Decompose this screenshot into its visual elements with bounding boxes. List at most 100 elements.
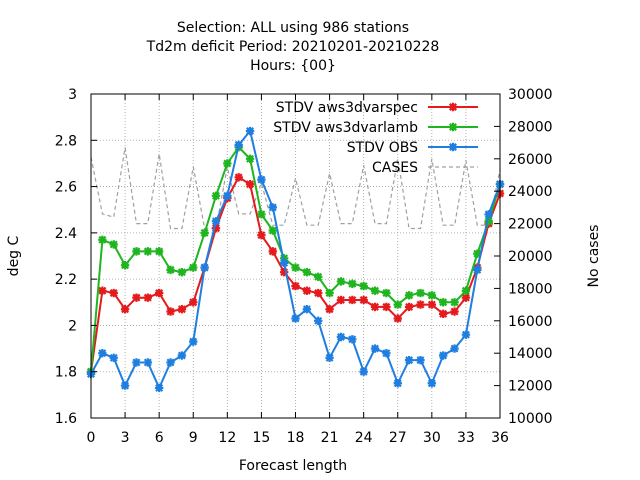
x-tick-label: 12 — [218, 430, 236, 446]
y2-tick-label: 20000 — [508, 249, 553, 265]
data-point — [302, 286, 312, 295]
data-point — [438, 309, 448, 319]
legend-marker — [448, 122, 458, 132]
legend-item: STDV aws3dvarlamb — [273, 120, 478, 136]
series-stdv-aws3dvarlamb — [86, 143, 505, 376]
data-point — [302, 305, 312, 314]
data-point — [166, 358, 175, 367]
title: Selection: ALL using 986 stations Td2m d… — [146, 20, 440, 74]
data-point — [132, 247, 141, 256]
y-axis: 1.6 1.8 2 2.2 2.4 2.6 2.8 3 — [55, 87, 97, 427]
data-point — [336, 295, 346, 305]
data-point — [404, 302, 414, 312]
y-axis-label: deg C — [6, 235, 22, 276]
data-point — [234, 140, 243, 150]
y2-tick-label: 26000 — [508, 152, 553, 168]
data-point — [120, 261, 130, 270]
data-point — [143, 358, 153, 367]
data-point — [416, 355, 425, 365]
series-line — [90, 147, 501, 230]
data-point — [404, 355, 414, 365]
data-point — [370, 286, 380, 295]
x-tick-label: 27 — [389, 430, 407, 446]
data-point — [370, 344, 380, 353]
data-point — [177, 305, 187, 314]
y2-tick-label: 14000 — [508, 346, 553, 362]
data-point — [132, 358, 141, 367]
data-point — [484, 210, 493, 219]
data-point — [325, 305, 334, 314]
x-tick-label: 33 — [457, 430, 475, 446]
y-tick-label: 2.4 — [55, 226, 77, 242]
data-point — [245, 154, 255, 163]
legend-item: CASES — [372, 160, 478, 176]
data-point — [257, 175, 266, 184]
data-point — [336, 332, 346, 342]
data-point — [268, 247, 277, 256]
y-tick-label: 3 — [68, 87, 77, 103]
y-tick-label: 2.8 — [55, 133, 77, 149]
data-point — [450, 298, 459, 307]
y2-tick-label: 24000 — [508, 184, 553, 200]
data-point — [291, 281, 300, 291]
data-point — [359, 295, 368, 305]
data-point — [143, 247, 153, 256]
x-tick-label: 9 — [189, 430, 198, 446]
legend-item: STDV aws3dvarspec — [276, 100, 478, 116]
data-point — [177, 268, 187, 277]
y2-tick-label: 28000 — [508, 119, 553, 135]
data-point — [291, 263, 300, 272]
data-point — [404, 291, 414, 300]
data-point — [302, 268, 312, 277]
y2-axis: 10000 12000 14000 16000 18000 20000 22000 24000… — [494, 87, 553, 427]
data-point — [143, 293, 153, 302]
data-point — [450, 307, 459, 316]
data-point — [484, 217, 493, 226]
data-point — [189, 298, 198, 307]
legend: STDV aws3dvarspec STDV aws3dvarlamb STDV O… — [273, 100, 478, 176]
data-point — [257, 230, 266, 240]
data-point — [427, 291, 437, 300]
data-point — [393, 379, 402, 388]
y2-tick-label: 16000 — [508, 314, 553, 330]
title-line-1: Selection: ALL using 986 stations — [177, 20, 409, 36]
x-tick-label: 3 — [121, 430, 130, 446]
data-point — [223, 159, 232, 168]
data-point — [393, 300, 402, 309]
data-point — [154, 383, 164, 393]
data-point — [461, 330, 471, 339]
data-point — [416, 288, 425, 298]
x-tick-label: 30 — [423, 430, 441, 446]
data-point — [314, 288, 323, 298]
data-point — [98, 235, 107, 244]
data-point — [268, 203, 277, 212]
data-point — [211, 191, 221, 201]
legend-label: CASES — [372, 160, 418, 176]
y2-tick-label: 12000 — [508, 379, 553, 395]
y-tick-label: 2.2 — [55, 272, 77, 288]
data-point — [438, 298, 448, 307]
title-line-2: Td2m deficit Period: 20210201-20210228 — [146, 39, 440, 55]
x-tick-label: 24 — [355, 430, 373, 446]
x-tick-label: 15 — [253, 430, 271, 446]
data-point — [461, 293, 471, 302]
x-tick-label: 21 — [321, 430, 339, 446]
data-point — [200, 263, 209, 272]
data-point — [461, 286, 471, 295]
data-point — [359, 281, 368, 291]
y2-tick-label: 10000 — [508, 411, 553, 427]
data-point — [382, 302, 391, 312]
data-point — [473, 265, 482, 275]
data-point — [370, 302, 380, 312]
y2-axis-label: No cases — [586, 225, 602, 288]
y2-tick-label: 30000 — [508, 87, 553, 103]
x-tick-label: 6 — [155, 430, 164, 446]
data-point — [211, 217, 221, 226]
data-point — [98, 349, 107, 358]
data-point — [98, 286, 107, 295]
x-tick-label: 0 — [87, 430, 96, 446]
y2-tick-label: 18000 — [508, 281, 553, 297]
data-point — [314, 272, 323, 282]
data-point — [109, 353, 118, 363]
